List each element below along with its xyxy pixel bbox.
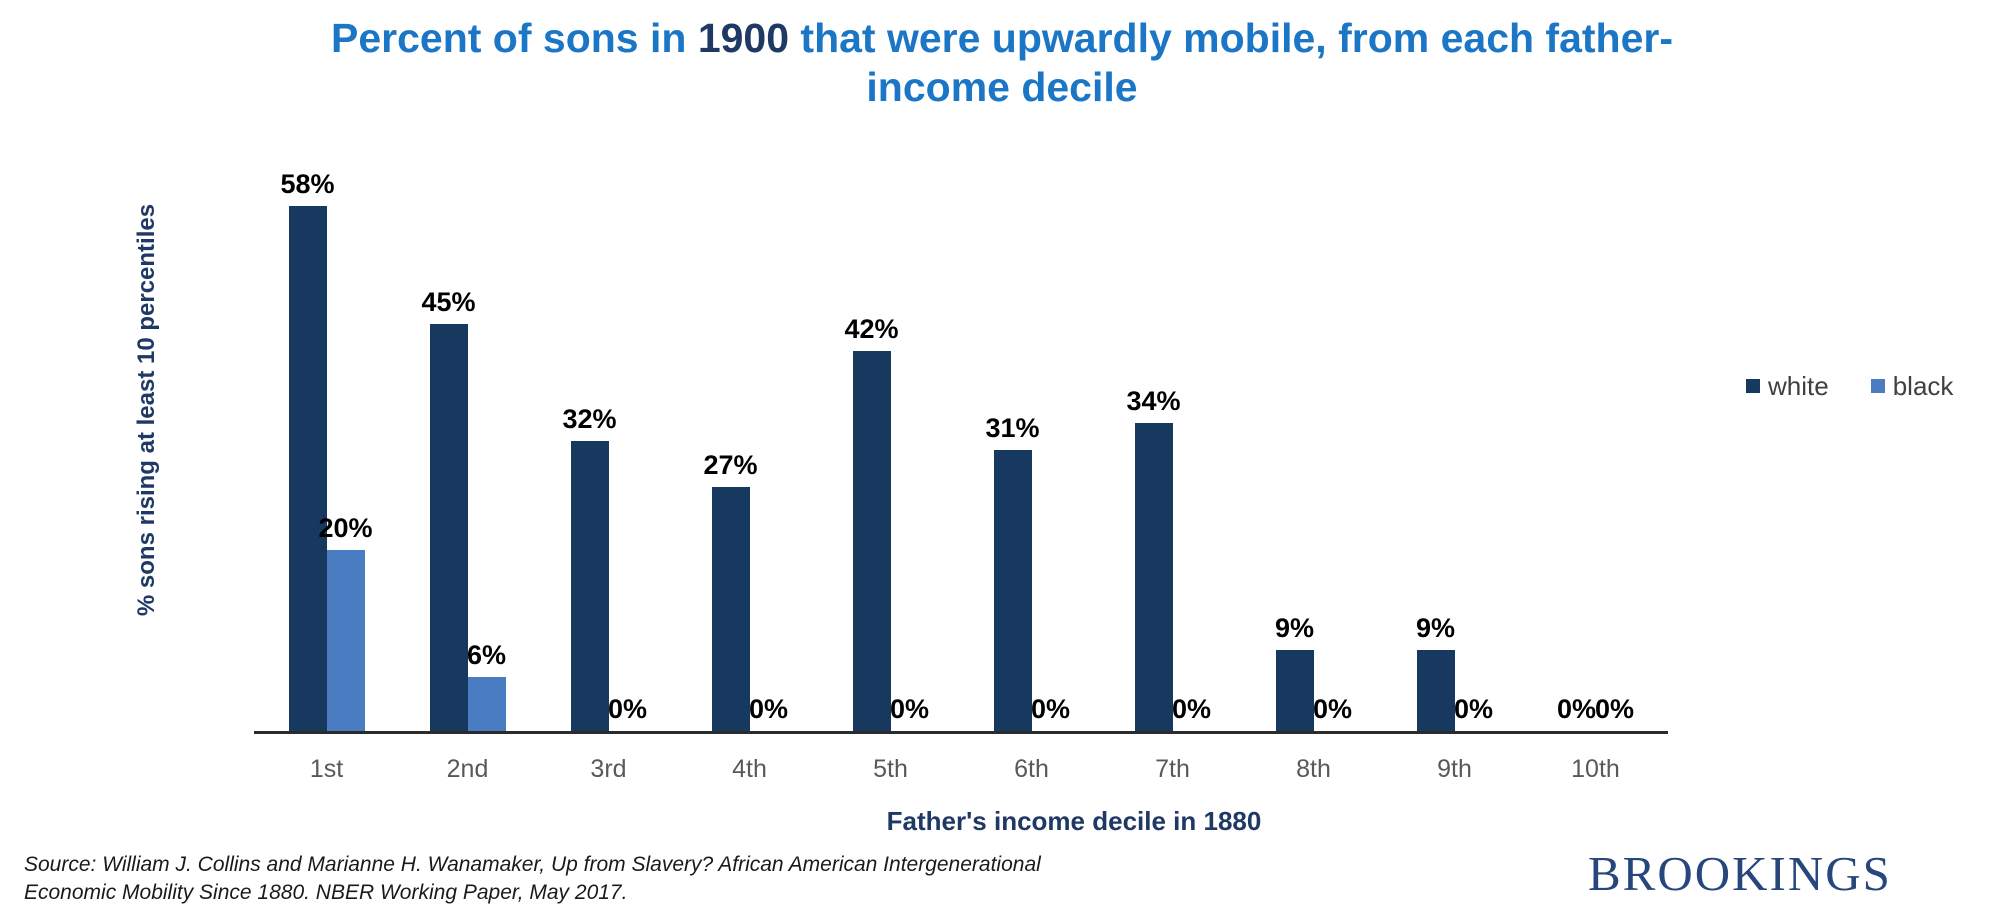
bar-white-2nd — [429, 324, 468, 731]
category-label-8th: 8th — [1296, 755, 1331, 783]
source-note: Source: William J. Collins and Marianne … — [24, 851, 1041, 907]
plot-area: 58% 20% 1st 45% 6% 2nd 32% 0% 3rd 27% 0% 4th 42% 0% 5t… — [254, 150, 1668, 783]
legend: white black — [1746, 373, 1953, 399]
bar-white-5th — [852, 351, 891, 731]
bar-white-1st — [288, 206, 327, 731]
category-label-10th: 10th — [1571, 755, 1620, 783]
title-year: 1900 — [697, 15, 790, 61]
bar-white-4th — [711, 487, 750, 731]
source-line-1: Source: William J. Collins and Marianne … — [24, 853, 1041, 876]
legend-item-white: white — [1746, 373, 1829, 399]
data-label-white-10th: 0% — [1556, 694, 1597, 724]
data-label-black-1st: 20% — [318, 513, 373, 543]
chart-title: Percent of sons in 1900 that were upward… — [272, 14, 1732, 112]
legend-label-white: white — [1768, 371, 1829, 401]
title-part2: that were upwardly mobile, from each fat… — [789, 15, 1673, 110]
data-label-white-6th: 31% — [985, 413, 1040, 443]
category-label-5th: 5th — [873, 755, 908, 783]
x-axis-line — [254, 731, 1668, 734]
category-label-4th: 4th — [732, 755, 767, 783]
data-label-black-9th: 0% — [1453, 694, 1494, 724]
data-label-black-8th: 0% — [1312, 694, 1353, 724]
bar-white-8th — [1275, 650, 1314, 731]
legend-swatch-icon-black — [1870, 379, 1885, 393]
data-label-black-3rd: 0% — [607, 694, 648, 724]
data-label-white-9th: 9% — [1415, 613, 1456, 643]
data-label-black-7th: 0% — [1171, 694, 1212, 724]
data-label-black-4th: 0% — [748, 694, 789, 724]
bar-white-9th — [1416, 650, 1455, 731]
legend-label-black: black — [1892, 371, 1954, 401]
category-label-7th: 7th — [1155, 755, 1190, 783]
bar-white-6th — [993, 450, 1032, 731]
data-label-black-2nd: 6% — [466, 640, 507, 670]
category-label-6th: 6th — [1014, 755, 1049, 783]
data-label-white-7th: 34% — [1126, 386, 1181, 416]
category-label-1st: 1st — [309, 755, 344, 783]
data-label-white-1st: 58% — [280, 169, 335, 199]
category-label-3rd: 3rd — [590, 755, 627, 783]
data-label-black-6th: 0% — [1030, 694, 1071, 724]
data-label-white-2nd: 45% — [421, 287, 476, 317]
data-label-black-10th: 0% — [1594, 694, 1635, 724]
data-label-white-3rd: 32% — [562, 404, 617, 434]
brookings-logo: BROOKINGS — [1588, 846, 1892, 901]
bar-black-1st — [326, 550, 365, 731]
x-axis-title: Father's income decile in 1880 — [886, 806, 1262, 836]
category-label-2nd: 2nd — [446, 755, 489, 783]
data-label-white-8th: 9% — [1274, 613, 1315, 643]
source-line-2: Economic Mobility Since 1880. NBER Worki… — [24, 881, 628, 904]
data-label-white-4th: 27% — [703, 450, 758, 480]
category-label-9th: 9th — [1437, 755, 1472, 783]
legend-item-black: black — [1870, 371, 1954, 401]
title-part1: Percent of sons in — [331, 15, 698, 61]
bar-white-3rd — [570, 441, 609, 731]
data-label-black-5th: 0% — [889, 694, 930, 724]
legend-swatch-icon-white — [1746, 379, 1760, 393]
bar-white-7th — [1134, 423, 1173, 731]
data-label-white-5th: 42% — [844, 314, 899, 344]
bar-black-2nd — [467, 677, 506, 731]
y-axis-title: % sons rising at least 10 percentiles — [133, 203, 160, 617]
